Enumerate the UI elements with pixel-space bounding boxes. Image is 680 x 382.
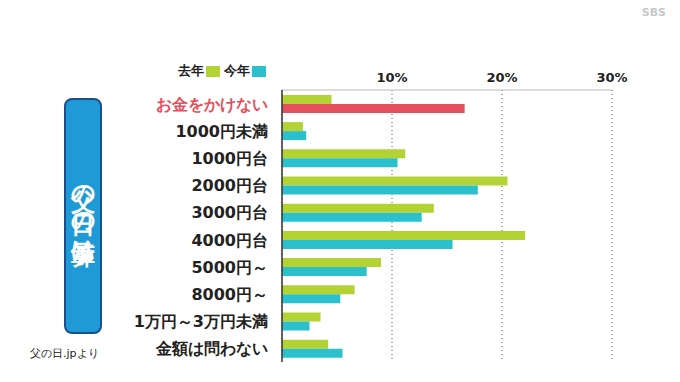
html-text:今年: 今年 — [224, 63, 250, 78]
svg-text:2000円台: 2000円台 — [191, 176, 268, 195]
svg-text:4000円台: 4000円台 — [191, 231, 268, 250]
svg-text:お金をかけない: お金をかけない — [156, 95, 268, 114]
svg-text:3000円台: 3000円台 — [191, 203, 268, 222]
html-text:SBS: SBS — [641, 6, 666, 19]
svg-text:10%: 10% — [376, 70, 407, 85]
svg-text:30%: 30% — [596, 70, 627, 85]
html-text:父の日.jpより: 父の日.jpより — [30, 347, 99, 360]
html-text:父の日の予算は?: 父の日の予算は? — [69, 168, 97, 264]
svg-text:1万円～3万円未満: 1万円～3万円未満 — [134, 312, 268, 331]
svg-text:8000円～: 8000円～ — [191, 285, 268, 304]
html-text:去年: 去年 — [178, 63, 204, 78]
svg-text:金額は問わない: 金額は問わない — [155, 339, 268, 358]
svg-text:1000円台: 1000円台 — [191, 149, 268, 168]
svg-text:1000円未満: 1000円未満 — [175, 122, 268, 141]
svg-text:5000円～: 5000円～ — [191, 258, 268, 277]
svg-text:20%: 20% — [486, 70, 517, 85]
